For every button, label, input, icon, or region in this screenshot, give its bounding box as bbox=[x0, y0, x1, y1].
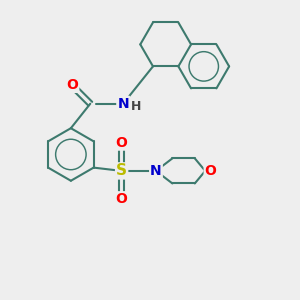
Text: H: H bbox=[130, 100, 141, 112]
Text: N: N bbox=[150, 164, 162, 178]
Text: O: O bbox=[66, 78, 78, 92]
Text: O: O bbox=[116, 136, 127, 149]
Text: N: N bbox=[117, 97, 129, 111]
Text: O: O bbox=[116, 192, 127, 206]
Text: O: O bbox=[205, 164, 217, 178]
Text: S: S bbox=[116, 164, 127, 178]
